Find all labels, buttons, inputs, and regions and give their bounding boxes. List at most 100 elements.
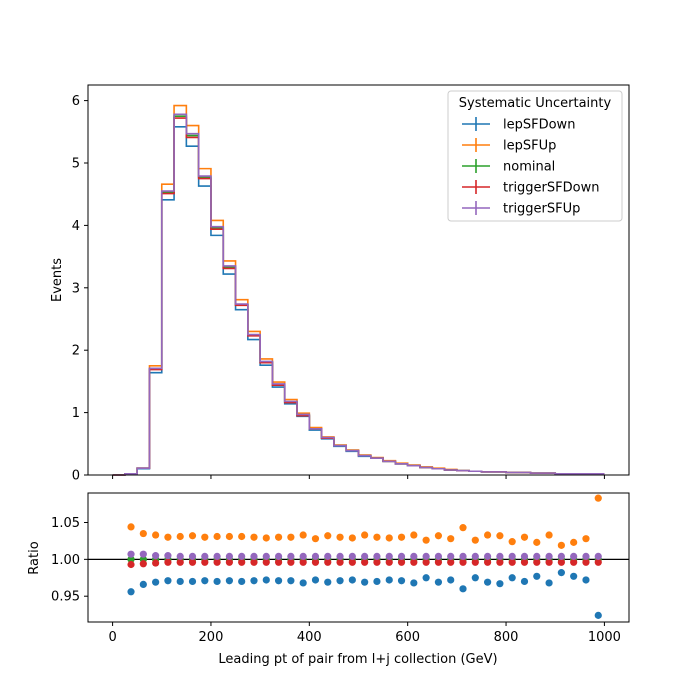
ratio-point-triggerSFDown bbox=[213, 558, 221, 566]
ratio-point-triggerSFUp bbox=[336, 552, 344, 560]
ratio-point-lepSFUp bbox=[570, 538, 578, 546]
ratio-x-tick-label: 600 bbox=[395, 630, 420, 645]
ratio-point-triggerSFDown bbox=[533, 558, 541, 566]
ratio-point-triggerSFDown bbox=[287, 558, 295, 566]
ratio-point-triggerSFUp bbox=[533, 552, 541, 560]
main-y-tick-label: 4 bbox=[72, 219, 80, 234]
main-y-tick-label: 3 bbox=[72, 281, 80, 296]
ratio-point-lepSFDown bbox=[459, 585, 467, 593]
legend-item-triggerSFUp: triggerSFUp bbox=[462, 201, 580, 217]
ratio-point-triggerSFUp bbox=[152, 552, 160, 560]
legend-label-lepSFUp: lepSFUp bbox=[503, 139, 556, 154]
ratio-point-triggerSFDown bbox=[262, 558, 270, 566]
ratio-point-lepSFDown bbox=[336, 577, 344, 585]
ratio-x-tick-label: 200 bbox=[199, 630, 224, 645]
ratio-point-nominal bbox=[127, 555, 135, 563]
ratio-point-lepSFDown bbox=[570, 572, 578, 580]
ratio-point-lepSFUp bbox=[385, 534, 393, 542]
ratio-point-triggerSFDown bbox=[238, 558, 246, 566]
ratio-point-lepSFUp bbox=[250, 533, 258, 541]
ratio-point-triggerSFDown bbox=[201, 558, 209, 566]
ratio-point-lepSFUp bbox=[422, 536, 430, 544]
ratio-point-triggerSFUp bbox=[557, 552, 565, 560]
ratio-point-lepSFUp bbox=[496, 532, 504, 540]
ratio-point-triggerSFUp bbox=[410, 552, 418, 560]
ratio-point-lepSFDown bbox=[373, 577, 381, 586]
ratio-point-triggerSFDown bbox=[471, 558, 479, 566]
ratio-point-triggerSFUp bbox=[299, 552, 307, 560]
ratio-point-triggerSFUp bbox=[520, 552, 529, 560]
legend-item-lepSFUp: lepSFUp bbox=[462, 138, 556, 154]
ratio-point-lepSFDown bbox=[348, 576, 356, 584]
ratio-x-tick-label: 1000 bbox=[588, 630, 621, 645]
ratio-point-triggerSFDown bbox=[324, 558, 332, 566]
ratio-point-triggerSFUp bbox=[508, 552, 516, 560]
ratio-point-triggerSFDown bbox=[361, 558, 369, 566]
ratio-point-triggerSFDown bbox=[496, 558, 504, 566]
ratio-point-lepSFUp bbox=[594, 494, 602, 502]
ratio-point-triggerSFUp bbox=[225, 552, 233, 560]
ratio-point-triggerSFDown bbox=[545, 558, 553, 566]
ratio-point-triggerSFDown bbox=[373, 558, 381, 566]
legend-item-lepSFDown: lepSFDown bbox=[462, 117, 575, 133]
ratio-point-triggerSFDown bbox=[311, 558, 320, 566]
ratio-point-lepSFDown bbox=[299, 579, 307, 587]
ratio-x-ticks: 0 200 400 600 800 1000 bbox=[108, 622, 621, 645]
ratio-point-lepSFDown bbox=[520, 577, 529, 586]
ratio-point-lepSFUp bbox=[447, 535, 455, 543]
ratio-point-lepSFUp bbox=[127, 523, 135, 531]
ratio-point-triggerSFDown bbox=[410, 558, 418, 566]
ratio-point-triggerSFUp bbox=[348, 552, 356, 560]
ratio-point-lepSFUp bbox=[484, 531, 492, 539]
ratio-series-lepSFDown bbox=[127, 569, 602, 619]
ratio-y-ticks: 0.95 1.00 1.05 bbox=[51, 516, 88, 605]
ratio-x-tick-label: 400 bbox=[297, 630, 322, 645]
ratio-point-triggerSFUp bbox=[324, 552, 332, 560]
ratio-point-lepSFUp bbox=[262, 534, 270, 542]
ratio-y-tick-label: 1.00 bbox=[51, 553, 80, 568]
ratio-point-triggerSFUp bbox=[459, 552, 467, 560]
ratio-point-triggerSFDown bbox=[508, 558, 516, 566]
ratio-point-lepSFUp bbox=[225, 532, 233, 541]
ratio-point-lepSFUp bbox=[508, 538, 516, 546]
ratio-point-lepSFUp bbox=[152, 531, 160, 539]
legend-label-triggerSFUp: triggerSFUp bbox=[503, 202, 580, 217]
ratio-point-triggerSFUp bbox=[213, 552, 221, 560]
ratio-point-triggerSFUp bbox=[176, 552, 184, 560]
ratio-point-lepSFUp bbox=[311, 535, 320, 543]
ratio-point-lepSFUp bbox=[533, 538, 541, 546]
ratio-point-lepSFDown bbox=[250, 577, 258, 585]
ratio-point-lepSFDown bbox=[274, 577, 283, 585]
ratio-point-triggerSFDown bbox=[582, 558, 590, 566]
ratio-point-lepSFDown bbox=[213, 577, 221, 586]
ratio-point-lepSFUp bbox=[213, 532, 221, 541]
ratio-point-lepSFDown bbox=[262, 576, 270, 584]
ratio-point-lepSFUp bbox=[459, 524, 467, 532]
ratio-point-triggerSFUp bbox=[471, 552, 479, 560]
ratio-point-lepSFDown bbox=[311, 576, 320, 584]
main-y-tick-label: 2 bbox=[72, 344, 80, 359]
ratio-point-lepSFDown bbox=[287, 577, 295, 585]
ratio-point-lepSFUp bbox=[188, 532, 197, 540]
ratio-point-lepSFDown bbox=[127, 588, 135, 596]
ratio-point-triggerSFDown bbox=[447, 558, 455, 566]
ratio-y-axis-label: Ratio bbox=[27, 541, 42, 574]
ratio-point-triggerSFDown bbox=[299, 558, 307, 566]
ratio-point-lepSFUp bbox=[164, 533, 172, 541]
ratio-point-lepSFUp bbox=[434, 532, 443, 540]
ratio-point-lepSFUp bbox=[139, 529, 147, 538]
ratio-axes-frame bbox=[87, 492, 630, 623]
ratio-point-triggerSFDown bbox=[164, 558, 172, 566]
ratio-point-lepSFDown bbox=[225, 577, 233, 585]
ratio-point-triggerSFUp bbox=[582, 552, 590, 560]
ratio-point-triggerSFDown bbox=[594, 558, 602, 566]
ratio-point-lepSFDown bbox=[582, 576, 590, 584]
ratio-point-lepSFDown bbox=[496, 580, 504, 588]
ratio-point-lepSFUp bbox=[545, 531, 553, 539]
ratio-point-triggerSFDown bbox=[434, 558, 443, 566]
main-y-tick-label: 5 bbox=[72, 157, 80, 172]
ratio-point-triggerSFUp bbox=[238, 552, 246, 560]
ratio-point-lepSFUp bbox=[520, 533, 529, 541]
ratio-point-triggerSFDown bbox=[250, 558, 258, 566]
